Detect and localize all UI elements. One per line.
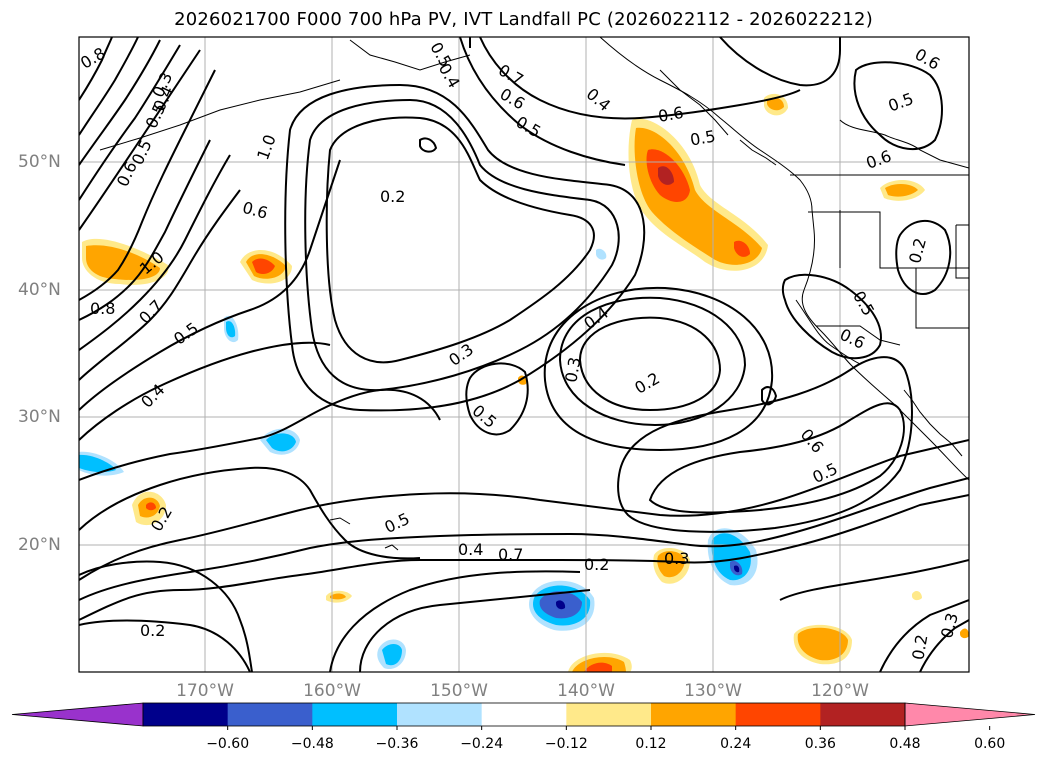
lat-label: 50°N (18, 152, 61, 172)
colorbar-swatch (397, 703, 483, 726)
contour-label: 0.2 (908, 633, 931, 661)
contour-label: 0.8 (90, 299, 115, 318)
lon-label: 130°W (684, 681, 742, 701)
colorbar-swatch (312, 703, 398, 726)
contour-label: 0.6 (657, 103, 685, 126)
anomaly-positive (960, 628, 969, 639)
contour-label: 0.2 (584, 555, 609, 574)
lat-label: 30°N (18, 407, 61, 427)
lat-label: 40°N (18, 280, 61, 300)
state-borders (790, 174, 969, 346)
anomaly-positive (584, 662, 612, 672)
anomaly-negative (226, 321, 236, 338)
anomaly-negative (734, 565, 740, 573)
lon-label: 170°W (176, 681, 234, 701)
colorbar-swatch (143, 703, 229, 726)
colorbar-tick-label: 0.36 (804, 736, 836, 752)
colorbar-tick-label: 0.60 (974, 736, 1006, 752)
lon-label: 140°W (557, 681, 615, 701)
anomaly-negative (382, 644, 402, 666)
colorbar-extend-high (904, 702, 1036, 727)
anomaly-negative (556, 600, 566, 610)
colorbar-tick-label: −0.24 (460, 736, 504, 752)
anomaly-positive (767, 97, 784, 111)
colorbar-tick-label: −0.12 (544, 736, 588, 752)
anomaly-positive (885, 184, 918, 197)
lon-label: 160°W (303, 681, 361, 701)
anomaly-positive (330, 593, 346, 600)
colorbar-outline (142, 702, 906, 727)
lon-label: 120°W (811, 681, 869, 701)
colorbar-swatch (566, 703, 652, 726)
anomaly-positive (252, 258, 275, 274)
colorbar-swatch (820, 703, 906, 726)
colorbar-extend-low (11, 702, 144, 727)
anomaly-negative (596, 248, 607, 260)
contour-label: 0.2 (380, 187, 405, 206)
anomaly-positive (912, 591, 922, 601)
colorbar-swatch (227, 703, 313, 726)
anomaly-positive (146, 502, 156, 511)
anomaly-positive (657, 551, 685, 578)
colorbar-tick-label: 0.12 (635, 736, 667, 752)
colorbar-swatch (735, 703, 821, 726)
anomaly-negative (266, 433, 296, 452)
contour-label: 0.7 (498, 545, 523, 564)
map-title: 2026021700 F000 700 hPa PV, IVT Landfall… (174, 9, 873, 30)
anomaly-negative (79, 454, 116, 473)
lon-label: 150°W (430, 681, 488, 701)
ivt-shading (79, 93, 969, 672)
contour-label: 0.3 (561, 356, 584, 384)
colorbar-swatch (651, 703, 737, 726)
contour-label: 0.5 (689, 126, 717, 149)
colorbar-tick-label: −0.60 (206, 736, 250, 752)
contour-label: 0.2 (140, 621, 165, 640)
contour-label: 0.3 (664, 549, 689, 568)
colorbar-tick-label: −0.48 (290, 736, 334, 752)
colorbar-tick-label: 0.24 (720, 736, 752, 752)
anomaly-positive (797, 627, 848, 661)
colorbar-tick-label: 0.48 (889, 736, 921, 752)
contour-label: 0.4 (458, 540, 483, 559)
anomaly-positive (658, 166, 674, 185)
colorbar-tick-label: −0.36 (375, 736, 419, 752)
gridlines (79, 37, 969, 672)
anomaly-positive (734, 240, 750, 257)
pv-contours (79, 37, 969, 672)
lat-label: 20°N (18, 535, 61, 555)
colorbar-swatch (481, 703, 567, 726)
